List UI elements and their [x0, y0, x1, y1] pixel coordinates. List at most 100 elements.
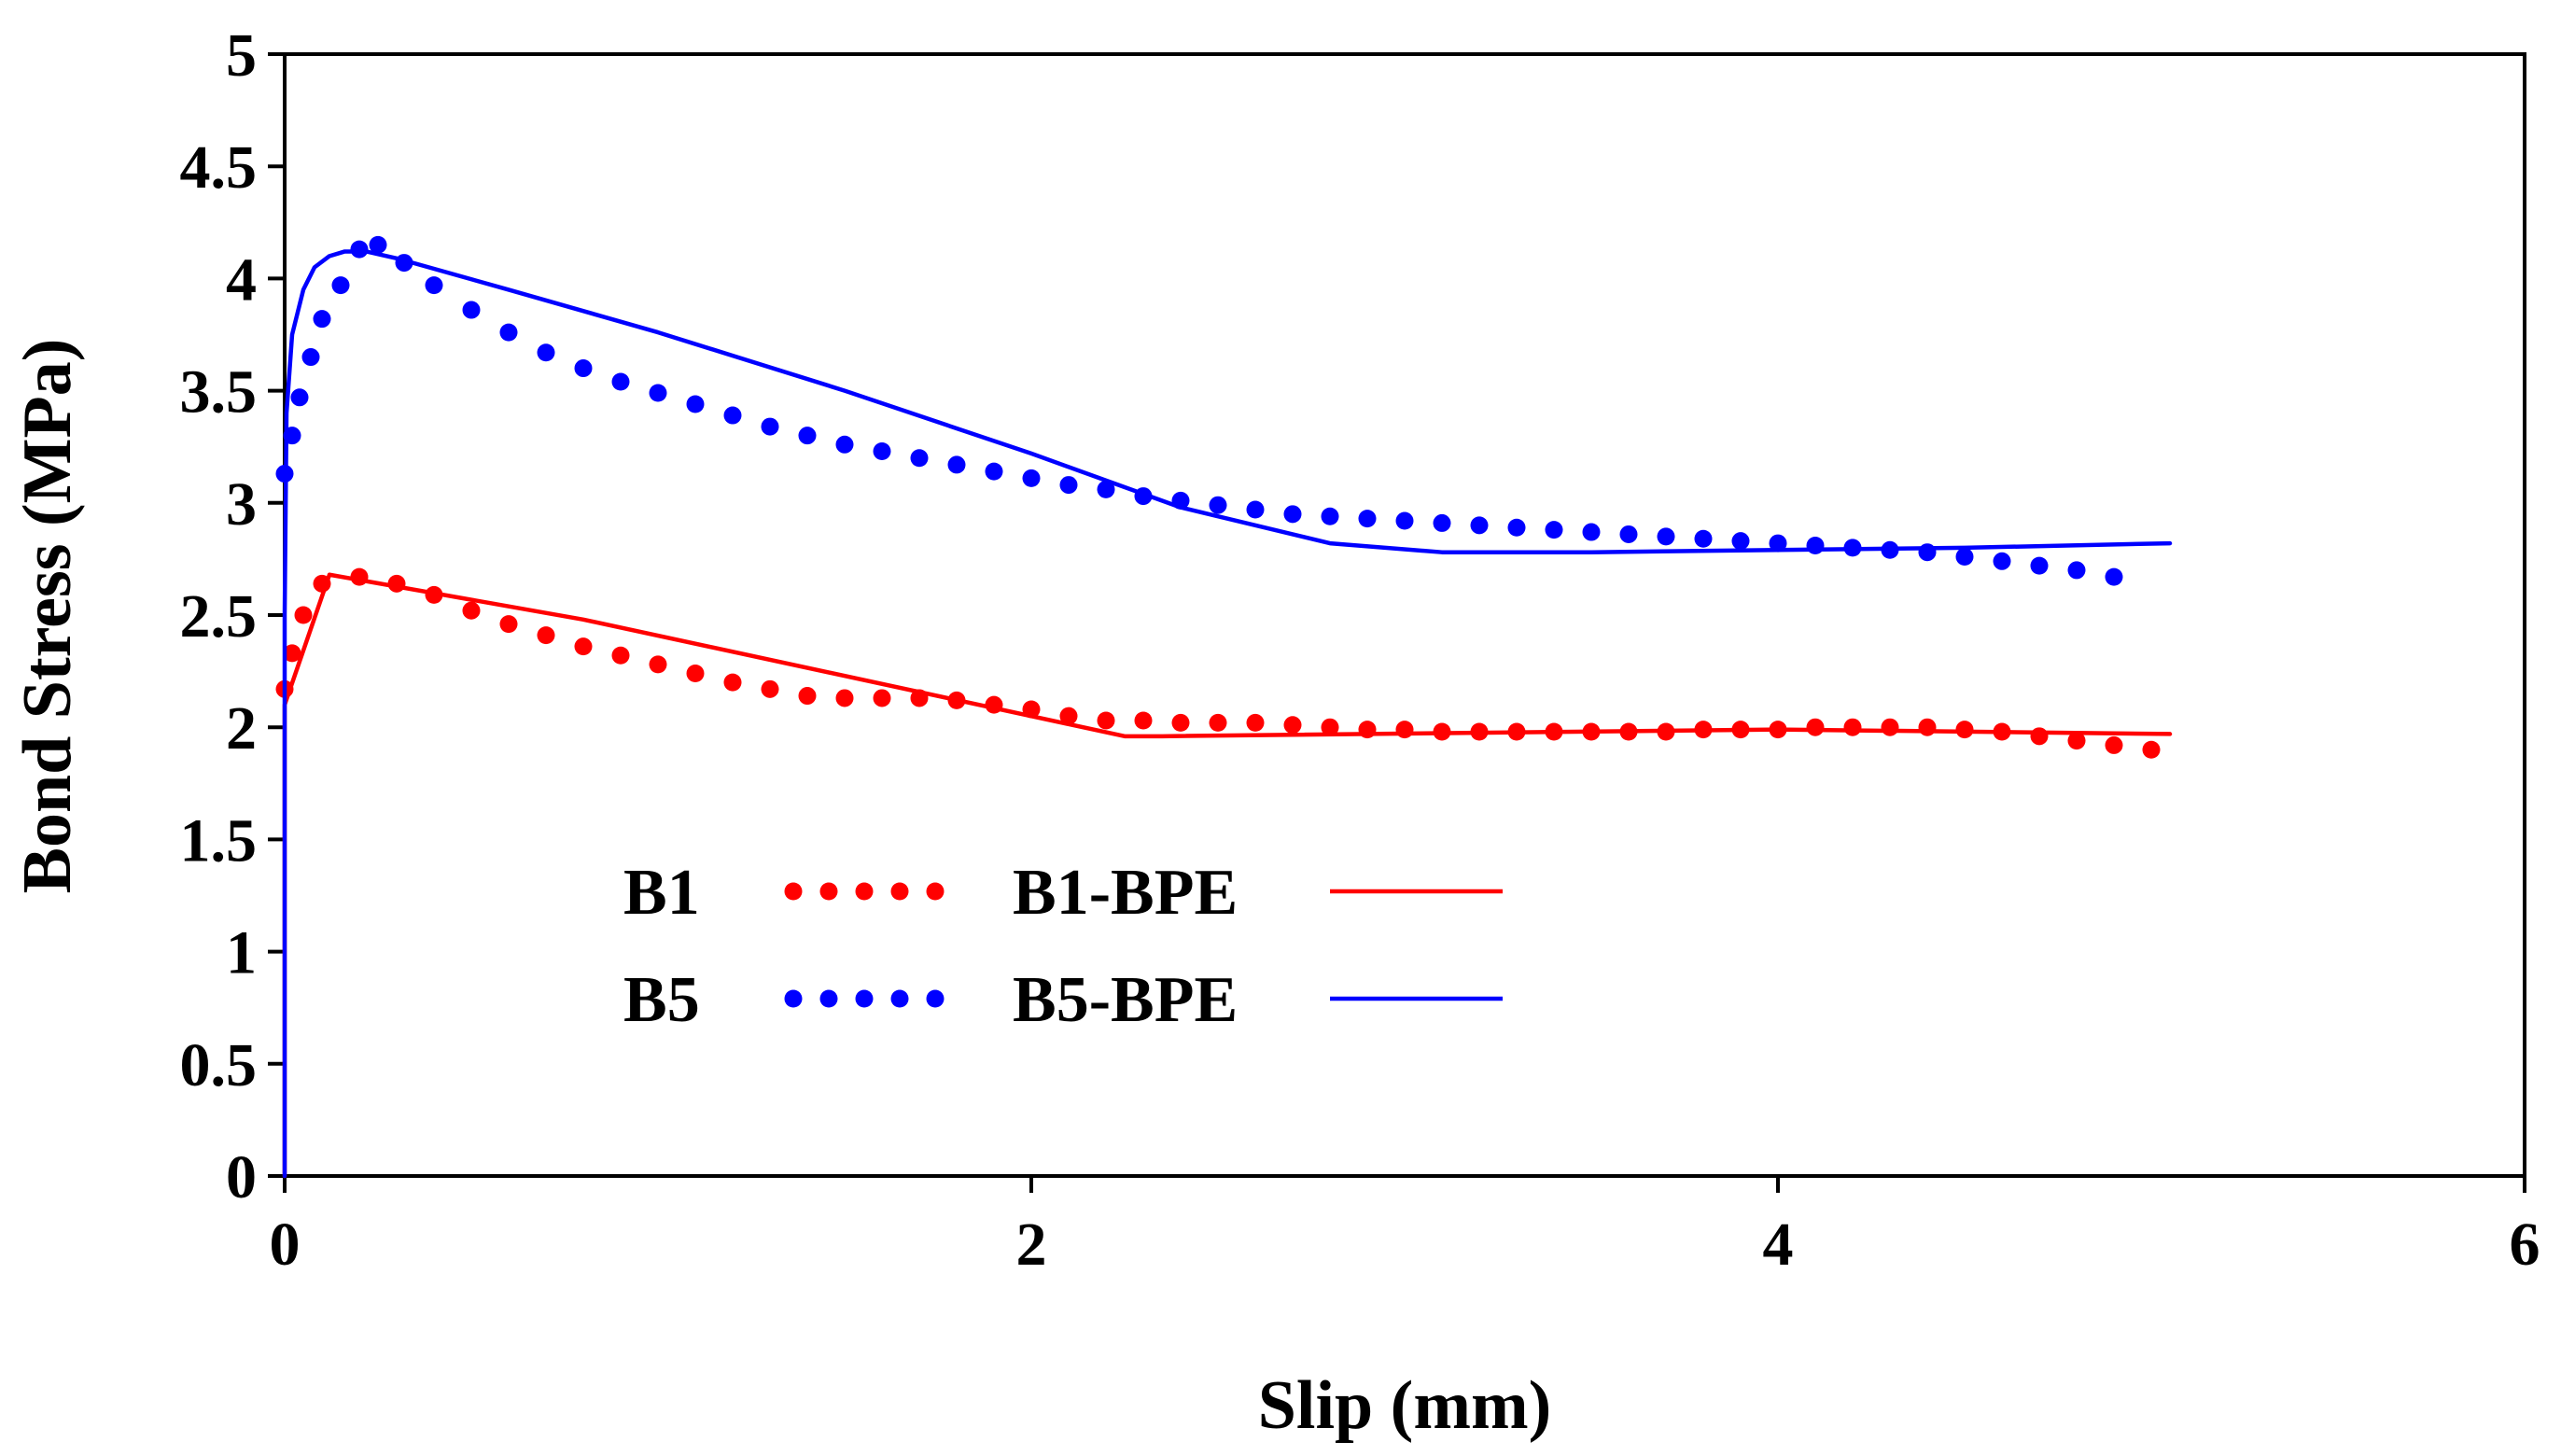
series-b1-point [499, 615, 518, 634]
series-b5-point [835, 435, 854, 454]
series-b5-point [574, 359, 593, 378]
series-b5-point [1657, 527, 1675, 546]
legend-symbol-b5 [890, 989, 909, 1008]
series-b5-point [1283, 505, 1302, 524]
series-b1-point [1059, 707, 1078, 725]
series-b1-point [2142, 740, 2161, 759]
series-b1-point [798, 687, 817, 706]
series-b1-point [574, 637, 593, 656]
y-axis-title: Bond Stress (MPa) [9, 339, 86, 894]
legend-label-b1: B1 [623, 857, 700, 929]
series-b5-point [290, 388, 309, 407]
legend-label-b5-bpe: B5-BPE [1013, 964, 1238, 1036]
series-b5-point [1097, 480, 1115, 498]
series-b5-point [1246, 500, 1265, 519]
series-b5-bpe-line [282, 249, 2173, 1179]
series-b1-point [2105, 735, 2123, 754]
series-b5-bpe [282, 249, 2173, 1179]
series-b5-point [2067, 561, 2086, 580]
y-tick-label: 1.5 [180, 806, 258, 875]
series-b5-point [723, 406, 742, 425]
series-b5-point [1694, 529, 1713, 548]
series-b5-point [350, 240, 369, 259]
legend-symbol-b1 [819, 882, 838, 901]
y-tick-label: 4 [226, 245, 257, 314]
legend-symbol-b1 [784, 882, 803, 901]
y-tick-label: 5 [226, 21, 257, 90]
y-tick-label: 3.5 [180, 358, 258, 427]
series-b5-point [1993, 552, 2011, 570]
series-b1-point [873, 689, 891, 707]
series-b5-point [301, 348, 320, 367]
series-b5 [275, 235, 2123, 586]
series-b5-point [1582, 523, 1601, 541]
y-tick-label: 3 [226, 470, 257, 539]
series-b1-point [1806, 718, 1825, 736]
y-tick-label: 4.5 [180, 133, 258, 202]
series-b1-point [1881, 718, 1899, 736]
series-b5-point [985, 462, 1003, 481]
x-tick-label: 2 [1016, 1211, 1047, 1279]
y-tick-label: 0.5 [180, 1031, 258, 1099]
series-b5-point [462, 301, 481, 319]
series-b5-point [798, 427, 817, 445]
series-b1-point [1171, 713, 1190, 732]
series-b5-point [2105, 567, 2123, 586]
series-b5-point [1470, 516, 1489, 535]
series-b1-point [1283, 716, 1302, 735]
series-b5-point [686, 395, 705, 413]
series-layer [275, 235, 2173, 1179]
series-b5-point [331, 276, 350, 295]
plot-frame [283, 52, 2526, 1178]
series-b5-point [910, 449, 929, 468]
series-b1-point [537, 626, 555, 645]
series-b5-point [1507, 518, 1526, 537]
series-b5-point [947, 455, 966, 474]
series-b1-point [294, 606, 313, 624]
series-b5-point [1433, 513, 1451, 532]
y-tick-label: 0 [226, 1143, 257, 1211]
legend-symbol-b5 [784, 989, 803, 1008]
x-tick-label: 6 [2510, 1211, 2540, 1279]
series-b5-point [1955, 547, 1974, 566]
series-b1-point [611, 646, 630, 665]
series-b1-point [686, 665, 705, 683]
series-b5-point [1619, 525, 1638, 543]
legend-label-b1-bpe: B1-BPE [1013, 857, 1238, 929]
series-b5-point [1209, 496, 1227, 514]
legend-symbol-b1 [926, 882, 945, 901]
series-b5-point [1731, 532, 1750, 551]
series-b1-point [761, 679, 779, 698]
y-tick-label: 1 [226, 919, 257, 987]
series-b5-point [649, 384, 667, 402]
series-b1-point [1955, 721, 1974, 739]
series-b5-point [1321, 507, 1339, 525]
legend-symbol-b5 [819, 989, 838, 1008]
legend-symbol-b5 [926, 989, 945, 1008]
series-b5-point [1358, 510, 1377, 528]
series-b5-point [1395, 511, 1414, 530]
series-b1-point [2067, 732, 2086, 750]
y-tick-label: 2.5 [180, 582, 258, 651]
legend-label-b5: B5 [623, 964, 700, 1036]
series-b1-point [1321, 718, 1339, 736]
series-b5-point [369, 235, 387, 254]
series-b1-point [1843, 718, 1862, 736]
legend-symbol-b1 [855, 882, 874, 901]
axis-ticks: 0 0.5 1 1.5 2 2.5 3 3.5 4 4.5 5 0 2 4 6 [180, 21, 2540, 1279]
legend: B1 B1-BPE B5 B5-BPE [623, 857, 1503, 1036]
series-b1-point [1134, 711, 1153, 730]
x-tick-label: 0 [270, 1211, 301, 1279]
series-b5-point [425, 276, 443, 295]
series-b5-point [2030, 556, 2049, 575]
series-b5-point [1059, 476, 1078, 495]
series-b1-point [2030, 727, 2049, 746]
series-b1-point [1097, 711, 1115, 730]
series-b5-point [873, 442, 891, 461]
series-b5-point [761, 417, 779, 436]
series-b5-point [1022, 469, 1041, 487]
series-b1-point [835, 689, 854, 707]
series-b5-point [313, 310, 331, 329]
